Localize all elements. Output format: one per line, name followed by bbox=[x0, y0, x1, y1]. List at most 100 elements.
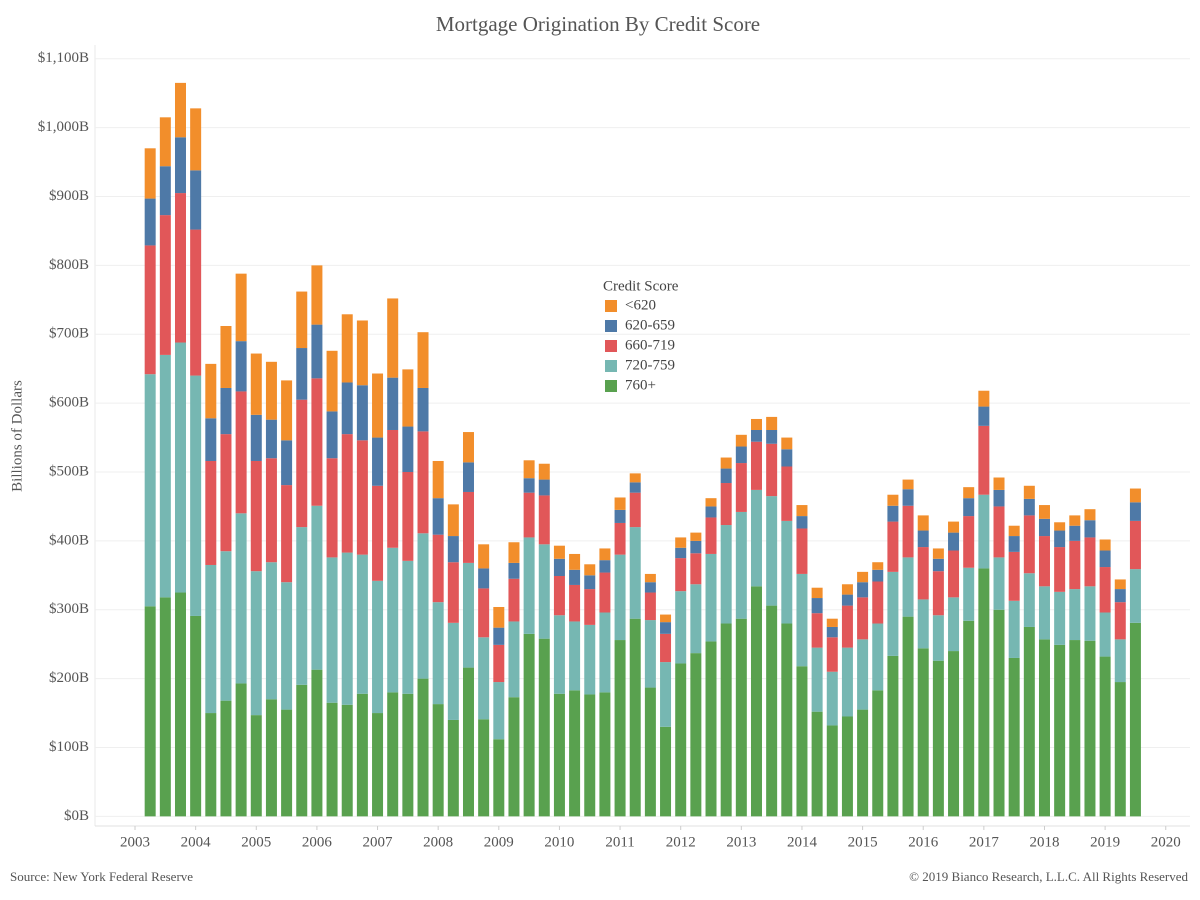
bar-segment bbox=[372, 437, 384, 486]
bar-segment bbox=[281, 440, 293, 486]
bar-segment bbox=[265, 562, 277, 700]
legend-swatch bbox=[605, 320, 617, 332]
bar-segment bbox=[766, 429, 778, 444]
bar-segment bbox=[341, 314, 353, 383]
legend-label: <620 bbox=[625, 297, 656, 313]
y-tick-label: $400B bbox=[49, 532, 89, 548]
bar-segment bbox=[144, 198, 156, 246]
bar-segment bbox=[963, 487, 975, 499]
source: Source: New York Federal Reserve bbox=[10, 869, 193, 884]
bar-segment bbox=[705, 498, 717, 507]
bar-segment bbox=[644, 687, 656, 817]
bar-segment bbox=[1008, 536, 1020, 552]
bar-segment bbox=[796, 505, 808, 517]
bar-segment bbox=[144, 606, 156, 817]
y-tick-label: $0B bbox=[64, 808, 89, 824]
bar-segment bbox=[750, 418, 762, 430]
bar-segment bbox=[796, 528, 808, 574]
bar-segment bbox=[629, 473, 641, 483]
bar-segment bbox=[296, 684, 308, 817]
bar-segment bbox=[417, 678, 429, 817]
bar-segment bbox=[462, 491, 474, 563]
bar-segment bbox=[993, 506, 1005, 558]
bar-segment bbox=[917, 515, 929, 531]
bar-segment bbox=[781, 466, 793, 521]
bar-segment bbox=[432, 602, 444, 705]
bar-segment bbox=[493, 627, 505, 645]
bar-segment bbox=[584, 564, 596, 576]
bar-segment bbox=[478, 637, 490, 720]
bar-segment bbox=[326, 350, 338, 412]
bar-segment bbox=[235, 273, 247, 342]
bar-segment bbox=[1008, 657, 1020, 817]
bar-segment bbox=[993, 489, 1005, 507]
bar-segment bbox=[735, 511, 747, 619]
bar-segment bbox=[508, 562, 520, 579]
chart-title: Mortgage Origination By Credit Score bbox=[436, 12, 760, 36]
bar-segment bbox=[932, 660, 944, 817]
bar-segment bbox=[1114, 602, 1126, 640]
bar-segment bbox=[356, 385, 368, 441]
bar-segment bbox=[235, 341, 247, 392]
bar-segment bbox=[872, 623, 884, 691]
bar-segment bbox=[660, 662, 672, 727]
bar-segment bbox=[948, 550, 960, 598]
bar-segment bbox=[720, 483, 732, 526]
legend-title: Credit Score bbox=[603, 278, 679, 294]
bar-segment bbox=[1099, 612, 1111, 657]
bar-segment bbox=[781, 449, 793, 467]
bar-segment bbox=[144, 374, 156, 607]
bar-segment bbox=[720, 457, 732, 469]
bar-segment bbox=[311, 378, 323, 506]
bar-segment bbox=[508, 542, 520, 563]
copyright: © 2019 Bianco Research, L.L.C. All Right… bbox=[909, 869, 1188, 884]
bar-segment bbox=[826, 671, 838, 726]
bar-segment bbox=[705, 506, 717, 518]
bar-segment bbox=[462, 432, 474, 463]
bar-segment bbox=[1084, 640, 1096, 817]
bar-segment bbox=[296, 399, 308, 528]
bar-segment bbox=[902, 557, 914, 617]
bar-segment bbox=[220, 325, 232, 388]
bar-segment bbox=[902, 479, 914, 490]
bar-segment bbox=[144, 148, 156, 199]
bar-segment bbox=[917, 648, 929, 817]
bar-segment bbox=[948, 651, 960, 817]
bar-segment bbox=[599, 572, 611, 613]
y-tick-label: $100B bbox=[49, 739, 89, 755]
bar-segment bbox=[569, 690, 581, 817]
bar-segment bbox=[660, 614, 672, 623]
bar-segment bbox=[387, 547, 399, 693]
bar-segment bbox=[978, 406, 990, 426]
legend-label: 720-759 bbox=[625, 357, 675, 373]
bar-segment bbox=[569, 584, 581, 622]
bar-segment bbox=[811, 647, 823, 712]
bar-segment bbox=[902, 489, 914, 506]
bar-segment bbox=[584, 575, 596, 590]
bar-segment bbox=[1023, 626, 1035, 817]
bar-segment bbox=[917, 599, 929, 649]
y-axis-label: Billions of Dollars bbox=[9, 380, 25, 492]
bar-segment bbox=[932, 548, 944, 559]
bar-segment bbox=[1038, 586, 1050, 640]
bar-segment bbox=[402, 560, 414, 694]
bar-segment bbox=[265, 361, 277, 420]
bar-segment bbox=[174, 342, 186, 593]
bar-segment bbox=[281, 709, 293, 817]
bar-segment bbox=[1008, 525, 1020, 537]
bar-segment bbox=[948, 597, 960, 652]
x-tick-label: 2020 bbox=[1151, 834, 1181, 850]
bar-segment bbox=[478, 588, 490, 638]
bar-segment bbox=[614, 509, 626, 523]
bar-segment bbox=[569, 621, 581, 691]
x-tick-label: 2018 bbox=[1029, 834, 1059, 850]
bar-segment bbox=[1114, 589, 1126, 603]
legend-swatch bbox=[605, 300, 617, 312]
bar-segment bbox=[1129, 569, 1141, 623]
bar-segment bbox=[1129, 622, 1141, 817]
bar-segment bbox=[538, 479, 550, 496]
bar-segment bbox=[841, 594, 853, 606]
bar-segment bbox=[159, 117, 171, 167]
bar-segment bbox=[553, 693, 565, 817]
bar-segment bbox=[887, 494, 899, 506]
